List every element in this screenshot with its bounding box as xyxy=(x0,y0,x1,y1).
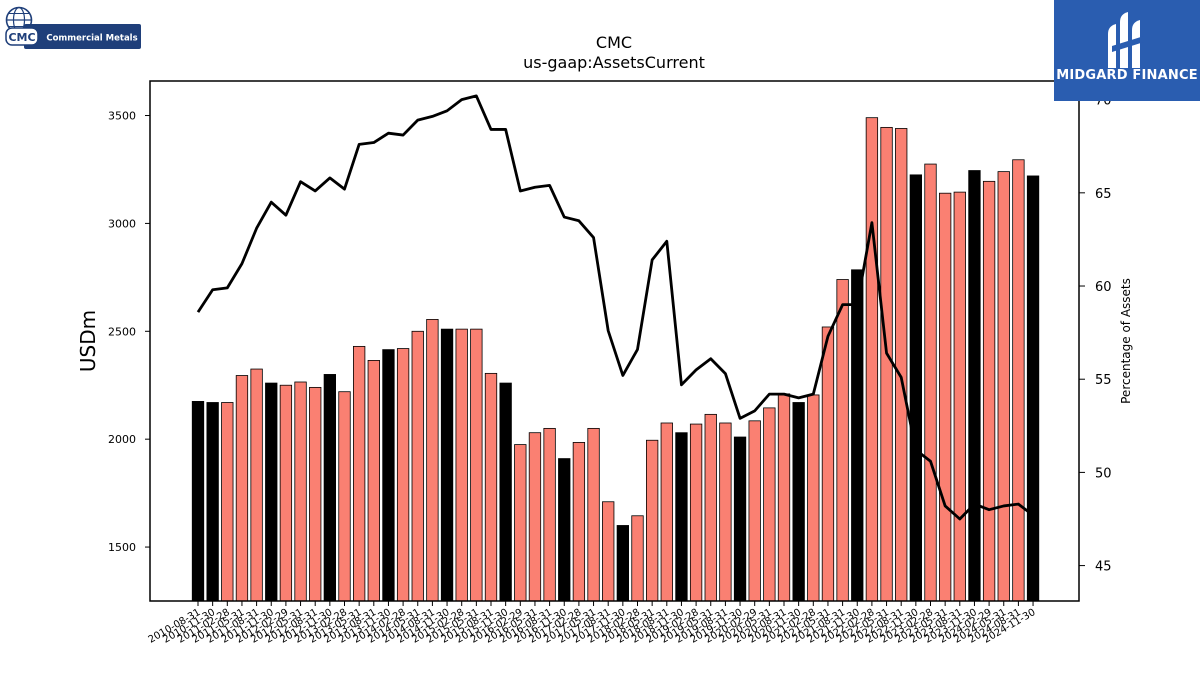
bar-group xyxy=(191,117,1040,602)
bar-2018-08-31 xyxy=(660,422,673,602)
y-axis-label: USDm xyxy=(76,310,100,372)
bar-2017-11-30 xyxy=(616,525,629,602)
y-tick-label: 1500 xyxy=(108,541,136,554)
bar-2010-08-31 xyxy=(191,401,205,602)
bar-2020-11-30 xyxy=(792,402,805,602)
bar-2018-11-30 xyxy=(675,432,688,602)
bar-2023-05-31 xyxy=(939,192,952,602)
bar-2012-05-31 xyxy=(294,381,307,602)
y-tick-label: 3500 xyxy=(108,110,136,123)
bar-2023-02-28 xyxy=(924,163,937,602)
bar-2020-05-31 xyxy=(763,407,776,602)
y-tick-label: 2500 xyxy=(108,325,136,338)
bar-2012-08-31 xyxy=(309,386,322,602)
cmc-logo: CMC Commercial Metals xyxy=(4,6,144,52)
bar-2013-02-28 xyxy=(338,391,351,602)
bar-2020-02-29 xyxy=(748,420,761,602)
y2-tick-label: 65 xyxy=(1095,187,1112,202)
bar-2014-05-31 xyxy=(411,330,424,602)
y2-tick-label: 50 xyxy=(1095,466,1112,481)
y-tick-label: 3000 xyxy=(108,217,136,230)
bar-2024-05-31 xyxy=(997,171,1010,602)
cmc-logo-text: Commercial Metals xyxy=(46,34,137,44)
plot-frame xyxy=(149,80,1080,602)
bar-2019-02-28 xyxy=(689,423,703,602)
bar-2017-02-28 xyxy=(572,442,586,602)
bar-2014-08-31 xyxy=(426,319,439,602)
bar-2012-02-29 xyxy=(279,384,293,602)
bar-2014-02-28 xyxy=(396,348,410,602)
bar-2024-02-29 xyxy=(982,180,996,602)
midgard-logo-text: MIDGARD FINANCE xyxy=(1056,68,1198,83)
bar-2011-11-30 xyxy=(265,382,278,602)
y2-axis-label: Percentage of Assets xyxy=(1119,278,1133,404)
bar-2022-02-28 xyxy=(865,117,879,602)
bar-2016-08-31 xyxy=(543,427,556,602)
bar-2019-05-31 xyxy=(704,413,717,602)
bar-2023-11-30 xyxy=(968,170,981,602)
y-tick-label: 2000 xyxy=(108,433,136,446)
y2-tick-label: 45 xyxy=(1095,560,1112,575)
chart-title: CMC xyxy=(596,33,632,52)
bar-2017-08-31 xyxy=(602,501,615,602)
bar-2013-05-31 xyxy=(352,345,366,602)
midgard-mark-icon xyxy=(1108,12,1144,68)
bar-2019-11-30 xyxy=(733,436,747,602)
percentage-line xyxy=(196,94,1034,521)
bar-2015-08-31 xyxy=(484,372,498,602)
bar-2016-11-30 xyxy=(558,458,571,602)
bar-2011-02-28 xyxy=(221,402,234,602)
y-axis-left: 1500 2000 2500 3000 3500 xyxy=(108,110,150,554)
bar-2011-08-31 xyxy=(250,368,263,602)
bar-2022-05-31 xyxy=(880,126,893,602)
bar-2010-11-30 xyxy=(206,402,219,602)
bar-2022-08-31 xyxy=(895,128,908,602)
bar-2021-02-28 xyxy=(807,394,820,602)
midgard-finance-logo: MIDGARD FINANCE xyxy=(1054,0,1200,101)
bar-2021-08-31 xyxy=(836,279,849,602)
bar-2015-02-28 xyxy=(455,328,468,602)
bar-2018-05-31 xyxy=(646,439,659,602)
bar-2024-11-30 xyxy=(1026,175,1040,602)
bar-2016-05-31 xyxy=(528,432,542,602)
bar-2018-02-28 xyxy=(631,515,644,602)
bar-2015-05-31 xyxy=(470,328,483,602)
bar-2015-11-30 xyxy=(499,382,512,602)
bar-2024-08-31 xyxy=(1012,159,1025,602)
bar-2020-08-31 xyxy=(777,393,791,602)
y2-tick-label: 55 xyxy=(1095,373,1112,388)
x-axis: 2010-08-312010-11-302011-02-282011-05-31… xyxy=(147,601,1038,646)
bar-2011-05-31 xyxy=(235,375,249,602)
bar-2013-08-31 xyxy=(367,360,380,602)
bar-2022-11-30 xyxy=(909,174,922,602)
y2-tick-label: 60 xyxy=(1095,280,1112,295)
chart-subtitle: us-gaap:AssetsCurrent xyxy=(523,53,705,72)
bar-2013-11-30 xyxy=(382,349,395,602)
bar-2023-08-31 xyxy=(953,191,966,602)
bar-2017-05-31 xyxy=(587,427,600,602)
bar-2014-11-30 xyxy=(440,328,454,602)
bar-2012-11-30 xyxy=(323,374,337,602)
cmc-badge-text: CMC xyxy=(8,31,35,44)
bar-2019-08-31 xyxy=(719,422,732,602)
bar-2016-02-29 xyxy=(514,444,527,602)
bar-2021-11-30 xyxy=(851,269,864,602)
bar-2021-05-31 xyxy=(821,326,835,602)
